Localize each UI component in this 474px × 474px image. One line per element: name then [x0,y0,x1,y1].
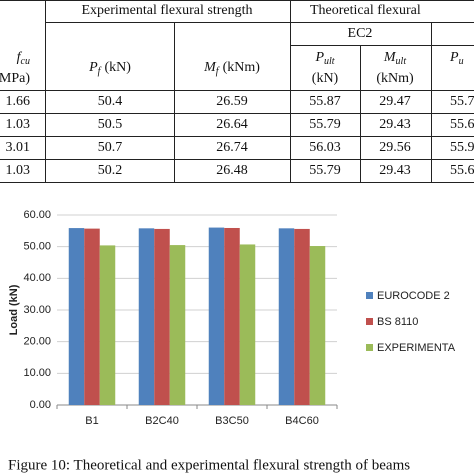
bar [154,228,170,405]
y-tick-label: 20.00 [23,336,51,348]
cell: 55.7 [450,94,474,109]
column-unit: (kNm) [223,60,261,75]
subscript: f [216,66,220,77]
cell: 55.9 [450,140,474,155]
bar [309,246,326,405]
subscript: u [459,56,464,67]
subscript: ult [324,56,335,67]
bar [278,228,295,405]
column-unit: (kN) [104,60,131,75]
legend-label: EUROCODE 2 [377,290,450,302]
cell: 1.03 [6,117,31,132]
group-header: Experimental flexural strength [81,3,252,18]
cell: 55.87 [309,94,341,109]
cell: 56.03 [309,140,341,155]
cell: 29.47 [379,94,411,109]
x-tick-label: B4C60 [285,415,319,427]
cell: 26.48 [216,163,248,178]
bar [239,244,256,405]
column-header: fcu [17,50,30,67]
legend-swatch [366,318,373,325]
y-tick-label: 0.00 [30,399,51,411]
bar [99,245,116,405]
y-axis-label: Load (kN) [8,284,20,335]
x-tick-label: B3C50 [215,415,249,427]
symbol: P [314,50,324,65]
y-tick-label: 60.00 [23,209,51,221]
cell: 3.01 [6,140,31,155]
cell: 26.74 [216,140,248,155]
cell: 55.79 [309,117,341,132]
column-header: Pf (kN) [88,60,131,77]
legend-swatch [366,292,373,299]
legend-label: BS 8110 [377,316,418,328]
x-tick-label: B2C40 [145,415,179,427]
cell: 55.6 [450,117,474,132]
cell: 1.66 [6,94,31,109]
group-header: Theoretical flexural [310,3,421,18]
column-unit: (kN) [312,71,339,86]
column-header: Pult [314,50,334,67]
column-header: Mf (kNm) [203,60,260,77]
cell: 50.4 [98,94,123,109]
y-tick-label: 50.00 [23,241,51,253]
subscript: f [98,66,102,77]
column-unit: (kNm) [376,71,414,86]
bar [84,228,100,405]
table: Experimental flexural strength Theoretic… [0,0,474,183]
subscript: cu [21,56,30,67]
legend-label: EXPERIMENTA [377,342,456,354]
symbol: M [203,60,217,75]
cell: 55.79 [309,163,341,178]
legend-swatch [366,344,373,351]
column-header: Mult [383,50,406,67]
caption: Figure 10: Theoretical and experimental … [8,457,410,473]
cell: 29.56 [379,140,411,155]
subscript: ult [396,56,407,67]
subgroup-header: EC2 [348,26,373,41]
bar [208,227,225,405]
cell: 50.2 [98,163,123,178]
symbol: P [449,50,459,65]
bar [138,228,155,405]
bar [294,228,310,405]
symbol: P [88,60,98,75]
cell: 50.5 [98,117,123,132]
bar [224,227,240,405]
bar [68,228,85,405]
column-unit: MPa) [0,71,30,86]
symbol: M [383,50,397,65]
cell: 29.43 [379,117,411,132]
cell: 50.7 [98,140,123,155]
y-tick-label: 30.00 [23,304,51,316]
x-tick-label: B1 [85,415,98,427]
y-tick-label: 40.00 [23,272,51,284]
cell: 29.43 [379,163,411,178]
cell: 1.03 [6,163,31,178]
bar [169,245,186,405]
cell: 26.59 [216,94,248,109]
column-header: Pu [449,50,464,67]
symbol: f [17,50,23,65]
cell: 26.64 [216,117,248,132]
y-tick-label: 10.00 [23,367,51,379]
chart: Load (kN) 0.00 10.00 20.00 30.00 40.00 50.00 6… [8,209,456,427]
cell: 55.6 [450,163,474,178]
